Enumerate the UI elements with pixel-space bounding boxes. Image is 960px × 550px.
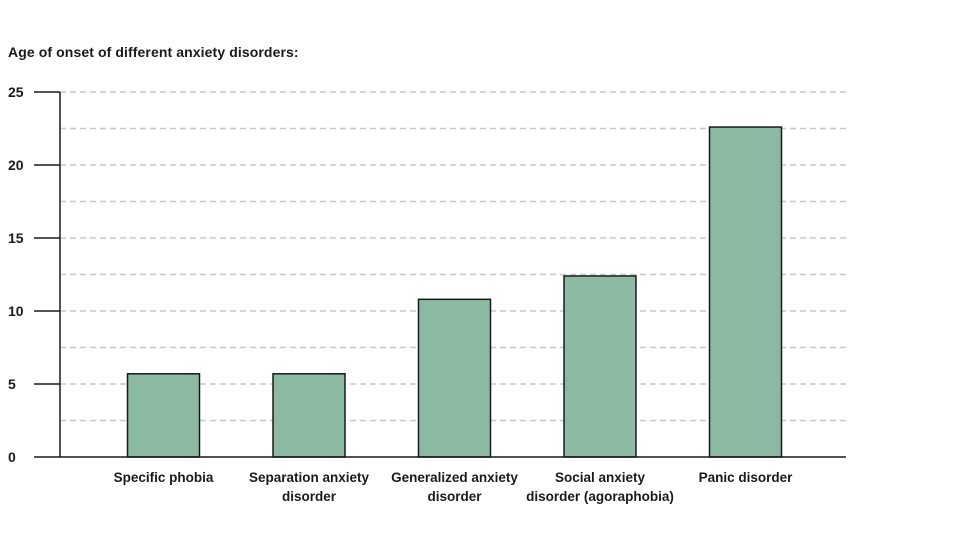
axes [34,91,846,458]
x-category-label: Generalized anxiety [391,470,518,485]
x-category-label: disorder [427,489,482,504]
y-tick-label: 15 [8,230,24,246]
y-tick-label: 0 [8,449,16,465]
y-tick-label: 10 [8,303,24,319]
y-tick-label: 5 [8,376,16,392]
y-tick-label: 25 [8,84,24,100]
x-category-label: disorder (agoraphobia) [526,489,674,504]
x-category-label: disorder [282,489,337,504]
bar [708,126,783,458]
bars [126,126,783,458]
y-tick-labels: 0 5 10 15 20 25 [8,84,24,465]
x-category-label: Separation anxiety [249,470,370,485]
x-category-labels: Specific phobia Separation anxiety disorde… [114,470,794,504]
chart-title: Age of onset of different anxiety disord… [8,44,299,60]
bar [272,373,346,458]
bar [563,275,637,458]
x-category-label: Panic disorder [699,470,794,485]
bar [126,373,201,458]
x-category-label: Social anxiety [555,470,646,485]
x-category-label: Specific phobia [114,470,214,485]
y-tick-label: 20 [8,157,24,173]
bar [417,298,492,458]
